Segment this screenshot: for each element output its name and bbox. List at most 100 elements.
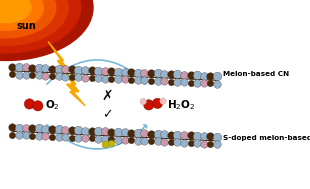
Point	[122, 131, 127, 134]
Point	[208, 82, 213, 85]
Point	[89, 129, 94, 132]
Point	[76, 129, 81, 132]
Point	[30, 74, 35, 77]
Circle shape	[0, 0, 31, 23]
Point	[50, 67, 55, 70]
Point	[10, 133, 15, 136]
Point	[89, 69, 94, 72]
Point	[82, 76, 87, 79]
Circle shape	[0, 0, 81, 53]
Point	[195, 74, 200, 77]
Point	[23, 126, 28, 129]
Point	[201, 142, 206, 145]
Point	[215, 75, 219, 78]
Point	[69, 76, 74, 79]
Point	[182, 134, 187, 137]
Point	[23, 73, 28, 76]
Point	[23, 66, 28, 69]
Point	[102, 138, 107, 141]
Point	[161, 100, 166, 103]
Point	[162, 133, 167, 136]
Point	[50, 75, 55, 78]
Point	[208, 135, 213, 138]
Point	[96, 69, 101, 72]
Point	[10, 65, 15, 68]
Point	[188, 142, 193, 145]
Point	[122, 70, 127, 73]
Text: H$_2$O$_2$: H$_2$O$_2$	[167, 98, 195, 112]
Point	[208, 74, 213, 77]
Point	[36, 66, 41, 69]
Point	[162, 72, 167, 75]
Circle shape	[0, 0, 56, 38]
Point	[122, 138, 127, 141]
Point	[109, 70, 114, 73]
Polygon shape	[48, 42, 85, 106]
Point	[175, 141, 180, 144]
Point	[116, 138, 121, 141]
Point	[109, 138, 114, 141]
Point	[182, 141, 187, 144]
Point	[155, 102, 160, 105]
Point	[16, 66, 21, 69]
Point	[195, 134, 200, 137]
Point	[148, 72, 153, 75]
Point	[16, 134, 21, 137]
Point	[135, 71, 140, 74]
Point	[50, 128, 55, 131]
Point	[36, 74, 41, 77]
Point	[23, 134, 28, 137]
Point	[195, 142, 200, 145]
Point	[102, 143, 107, 146]
Point	[142, 79, 147, 82]
Point	[43, 135, 48, 138]
Point	[135, 132, 140, 135]
Point	[155, 79, 160, 82]
Circle shape	[0, 0, 43, 30]
Point	[43, 74, 48, 77]
Point	[56, 135, 61, 138]
Point	[10, 126, 15, 129]
Point	[76, 68, 81, 71]
Point	[129, 139, 134, 142]
Point	[36, 127, 41, 130]
Point	[16, 126, 21, 129]
Point	[148, 140, 153, 143]
Point	[82, 69, 87, 72]
Point	[30, 127, 35, 130]
Point	[109, 142, 114, 145]
Point	[122, 78, 127, 81]
Point	[63, 136, 68, 139]
Point	[188, 74, 193, 77]
Point	[82, 137, 87, 140]
Point	[30, 66, 35, 69]
Text: S-doped melon-based CN: S-doped melon-based CN	[223, 135, 310, 141]
Point	[141, 100, 146, 103]
Point	[135, 79, 140, 82]
Point	[155, 132, 160, 135]
Point	[30, 134, 35, 137]
Circle shape	[0, 0, 68, 45]
Point	[182, 81, 187, 84]
Point	[201, 74, 206, 77]
Point	[63, 128, 68, 131]
Point	[96, 77, 101, 80]
Point	[155, 72, 160, 75]
Point	[16, 73, 21, 76]
Point	[10, 73, 15, 76]
Point	[56, 67, 61, 70]
Point	[109, 77, 114, 80]
Point	[168, 80, 173, 83]
Point	[76, 136, 81, 139]
Point	[142, 71, 147, 74]
Point	[43, 67, 48, 70]
Point	[162, 140, 167, 143]
Point	[162, 80, 167, 83]
Point	[36, 134, 41, 137]
Point	[155, 140, 160, 143]
Point	[168, 141, 173, 144]
Point	[50, 135, 55, 138]
Point	[208, 142, 213, 145]
Text: ✓: ✓	[102, 108, 112, 121]
Point	[146, 103, 151, 106]
